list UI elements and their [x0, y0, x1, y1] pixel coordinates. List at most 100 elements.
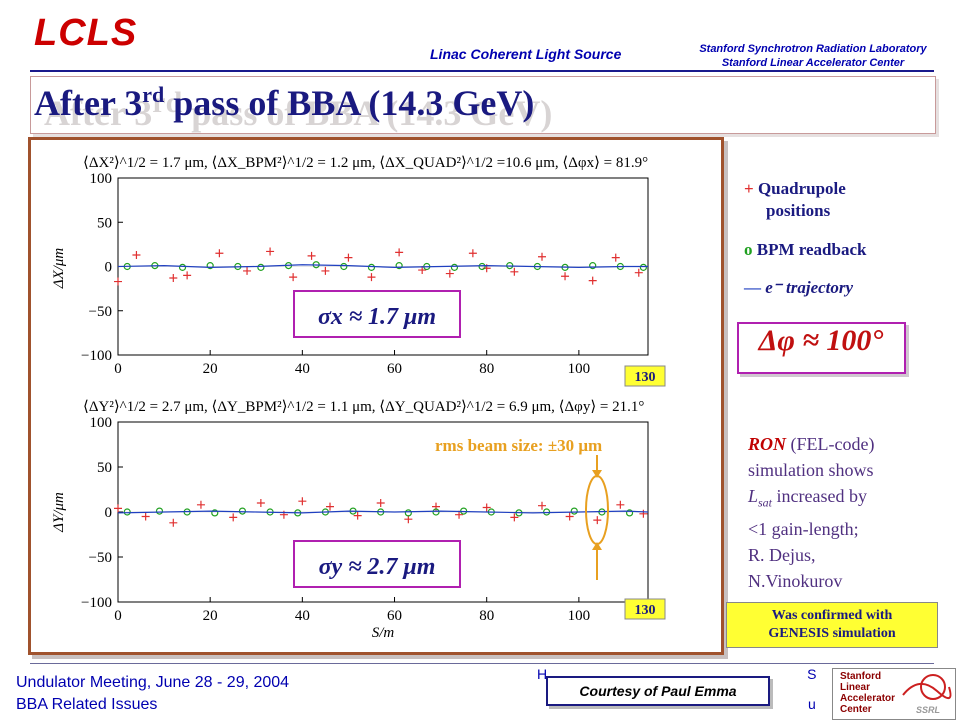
top-badge-label: 130	[635, 370, 656, 385]
bottom-bpm-point	[570, 507, 578, 515]
sigma-x-box	[293, 290, 461, 338]
bottom-badge	[624, 598, 666, 620]
top-trajectory-line	[117, 264, 648, 268]
bottom-ytick-label: 100	[90, 415, 113, 431]
quad-marker: +	[744, 179, 754, 198]
bottom-quad-point	[169, 518, 178, 527]
top-quad-point	[215, 249, 224, 258]
bottom-quad-point	[376, 499, 385, 507]
top-quad-point	[307, 251, 316, 260]
slac-text-1: Stanford	[840, 671, 882, 682]
bottom-xlabel: S/m	[372, 625, 395, 641]
bottom-bpm-point	[625, 509, 634, 517]
footer-divider	[30, 663, 934, 664]
author-partial-end: S	[807, 666, 817, 682]
bottom-quad-point	[326, 502, 334, 511]
top-quad-point	[468, 249, 477, 258]
top-bpm-point	[450, 263, 459, 271]
top-quad-point	[367, 273, 376, 282]
top-badge	[624, 365, 666, 387]
bottom-bpm-point	[432, 508, 440, 516]
sigma-y-label: σy ≈ 2.7 μm	[319, 554, 436, 580]
title-box	[30, 76, 936, 134]
top-stats-text: ⟨ΔX²⟩^1/2 = 1.7 μm, ⟨ΔX_BPM²⟩^1/2 = 1.2 …	[83, 155, 648, 171]
title-superscript: rd	[142, 82, 165, 107]
top-bpm-point	[340, 262, 348, 271]
top-quad-point	[611, 253, 620, 262]
bottom-badge-label: 130	[635, 603, 656, 618]
dphi-box	[737, 322, 906, 374]
genesis-note: Was confirmed with GENESIS simulation	[726, 602, 938, 648]
bottom-quad-point	[510, 513, 519, 522]
bottom-ylabel: ΔY/μm	[51, 492, 67, 533]
bottom-xtick-label: 100	[568, 608, 591, 624]
bottom-quad-point	[639, 509, 648, 518]
bottom-ytick-label: 50	[97, 460, 112, 476]
bottom-quad-point	[298, 497, 307, 506]
top-bpm-point	[395, 262, 403, 270]
bottom-quad-point	[482, 503, 491, 512]
top-ytick-label: 100	[90, 171, 113, 187]
ron-line5: R. Dejus,	[748, 544, 816, 565]
dphi-label: Δφ ≈ 100°	[758, 324, 884, 357]
top-quad-point	[634, 268, 643, 277]
genesis-line2: GENESIS simulation	[768, 626, 896, 641]
top-quad-point	[321, 266, 330, 275]
ron-line2: simulation shows	[748, 460, 874, 480]
bottom-quad-point	[256, 499, 265, 507]
bottom-quad-point	[114, 504, 122, 513]
top-xtick-label: 100	[568, 361, 591, 377]
bottom-quad-point	[404, 515, 413, 524]
bottom-bpm-point	[155, 507, 164, 515]
bottom-xtick-label: 0	[114, 608, 122, 624]
bottom-ytick-label: 0	[105, 505, 113, 521]
ssrl-badge: SSRL	[916, 705, 941, 715]
bottom-bpm-point	[211, 509, 219, 517]
bottom-quad-point	[196, 500, 205, 509]
top-quad-point	[169, 274, 178, 283]
bottom-xtick-label: 80	[479, 608, 494, 624]
slac-text-4: Center	[840, 704, 872, 715]
lab-names: Stanford Synchrotron Radiation Laborator…	[688, 42, 938, 70]
top-xtick-label: 20	[203, 361, 218, 377]
bottom-ytick-label: −100	[81, 595, 112, 611]
top-ytick-label: 0	[105, 260, 113, 276]
genesis-line1: Was confirmed with	[771, 608, 893, 623]
quad-label-2: positions	[766, 201, 831, 220]
trajectory-label: e⁻ trajectory	[765, 278, 854, 297]
lcls-subtitle: Linac Coherent Light Source	[430, 46, 622, 62]
top-quad-point	[132, 250, 141, 259]
quad-label: Quadrupole	[757, 179, 846, 198]
slac-text-3: Accelerator	[840, 693, 896, 704]
top-quad-point	[183, 271, 192, 280]
top-quad-point	[395, 248, 404, 257]
bottom-plot-marks: 0 20 40 60 80 100 −100 −50 0 50 100	[81, 415, 649, 624]
lsat-symbol: L	[748, 486, 759, 506]
top-bpm-point	[257, 263, 265, 271]
lab-name-ssrl: Stanford Synchrotron Radiation Laborator…	[699, 43, 927, 55]
bottom-bpm-point	[404, 509, 412, 517]
bpm-marker: o	[744, 240, 753, 259]
top-quad-point	[266, 247, 275, 256]
bottom-bpm-point	[123, 508, 131, 516]
rms-arrowhead-bottom	[592, 542, 602, 550]
courtesy-note: Courtesy of Paul Emma	[546, 676, 770, 706]
top-ytick-label: 50	[97, 215, 112, 231]
slide-title: After 3rd pass of BBA (14.3 GeV)	[34, 82, 534, 124]
trajectory-marker: —	[744, 278, 761, 297]
bba-orbit-plots: ⟨ΔX²⟩^1/2 = 1.7 μm, ⟨ΔX_BPM²⟩^1/2 = 1.2 …	[51, 155, 666, 641]
rms-beam-size-label: rms beam size: ±30 μm	[435, 436, 602, 455]
top-ytick-label: −50	[89, 304, 112, 320]
bottom-xtick-label: 60	[387, 608, 402, 624]
email-partial: u	[808, 696, 816, 712]
top-quad-point	[114, 277, 122, 286]
top-xtick-label: 40	[295, 361, 310, 377]
bottom-xtick-label: 20	[203, 608, 218, 624]
bottom-trajectory-line	[117, 510, 649, 514]
top-quad-point	[561, 272, 570, 281]
bottom-quad-point	[565, 512, 574, 521]
top-bpm-point	[639, 263, 647, 271]
bottom-xtick-label: 40	[295, 608, 310, 624]
top-bpm-point	[178, 263, 187, 271]
